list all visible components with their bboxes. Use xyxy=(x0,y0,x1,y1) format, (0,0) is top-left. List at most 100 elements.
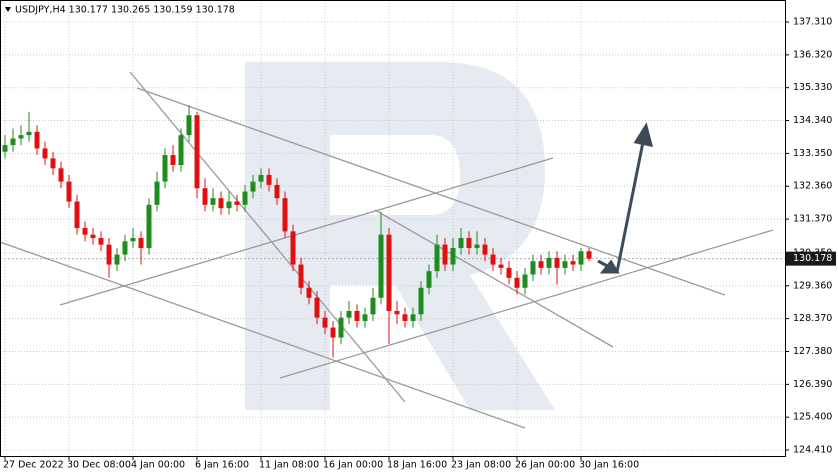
arrow-head xyxy=(633,122,654,147)
candle-body xyxy=(178,135,184,166)
x-tick-label: 30 Jan 16:00 xyxy=(579,460,639,471)
candle-body xyxy=(482,244,488,255)
candle-body xyxy=(114,254,120,265)
candle-body xyxy=(410,314,416,321)
x-tick-label: 26 Jan 00:00 xyxy=(515,460,575,471)
candle-body xyxy=(514,277,520,288)
candle-body xyxy=(74,201,80,229)
candle-body xyxy=(442,244,448,265)
trend-line xyxy=(136,87,726,296)
chart-title: USDJPY,H4 130.177 130.265 130.159 130.17… xyxy=(15,5,235,16)
y-tick-label: 126.390 xyxy=(793,379,832,390)
candle-body xyxy=(138,238,144,248)
candle-body xyxy=(370,297,376,315)
forecast-arrows xyxy=(597,122,654,274)
candle-body xyxy=(562,261,568,268)
y-tick-label: 137.310 xyxy=(793,16,832,27)
candle-body xyxy=(66,181,72,202)
trend-line xyxy=(59,157,554,306)
y-tick-label: 136.320 xyxy=(793,49,832,60)
x-tick-label: 4 Jan 00:00 xyxy=(131,460,185,471)
candle-body xyxy=(426,271,432,288)
candle-body xyxy=(586,251,592,259)
candle-body xyxy=(162,155,168,182)
candle-body xyxy=(418,287,424,315)
candle-body xyxy=(338,317,344,338)
y-tick-label: 131.370 xyxy=(793,214,832,225)
candle-body xyxy=(298,264,304,288)
candle-body xyxy=(458,238,464,248)
plot-border xyxy=(0,0,786,457)
trend-lines xyxy=(0,71,774,429)
candle-body xyxy=(274,184,280,199)
candle-body xyxy=(466,238,472,248)
candle-body xyxy=(234,201,240,205)
y-tick-label: 127.380 xyxy=(793,346,832,357)
candle-body xyxy=(354,311,360,321)
candle-body xyxy=(498,264,504,268)
candle-body xyxy=(58,168,64,182)
candle-body xyxy=(26,131,32,136)
candle-body xyxy=(130,238,136,242)
candle-body xyxy=(378,234,384,298)
x-tick-label: 23 Jan 08:00 xyxy=(451,460,511,471)
x-tick-label: 30 Dec 08:00 xyxy=(67,460,131,471)
candle-body xyxy=(42,148,48,159)
y-tick-label: 124.410 xyxy=(793,445,832,456)
candle-body xyxy=(242,191,248,205)
candle-body xyxy=(266,174,272,185)
candle-body xyxy=(226,201,232,209)
candle-body xyxy=(570,261,576,265)
trend-line xyxy=(129,71,406,403)
y-tick-label: 128.370 xyxy=(793,313,832,324)
arrow-shaft xyxy=(615,141,645,273)
x-tick-label: 27 Dec 2022 xyxy=(3,460,64,471)
candle-body xyxy=(194,115,200,189)
candle-body xyxy=(506,267,512,278)
candle-body xyxy=(402,314,408,321)
candle-body xyxy=(490,254,496,265)
candle-body xyxy=(50,158,56,169)
candle-body xyxy=(90,234,96,239)
candle-body xyxy=(34,131,40,149)
candle-body xyxy=(394,311,400,315)
candle-body xyxy=(98,238,104,245)
candle-body xyxy=(10,138,16,146)
candle-body xyxy=(314,297,320,318)
candle-body xyxy=(170,155,176,166)
candle-body xyxy=(578,251,584,265)
y-tick-label: 135.330 xyxy=(793,82,832,93)
trend-line xyxy=(279,229,774,379)
menu-triangle xyxy=(5,7,11,12)
y-tick-label: 125.400 xyxy=(793,412,832,423)
y-tick-label: 132.360 xyxy=(793,181,832,192)
candle-body xyxy=(530,261,536,275)
candle-body xyxy=(210,198,216,205)
candle-body xyxy=(82,228,88,235)
candle-body xyxy=(202,188,208,205)
candle-body xyxy=(450,247,456,265)
candle-body xyxy=(386,234,392,312)
x-tick-label: 18 Jan 16:00 xyxy=(387,460,447,471)
candle-body xyxy=(250,181,256,192)
candle-body xyxy=(330,327,336,338)
candle-body xyxy=(146,204,152,248)
candle-body xyxy=(258,174,264,182)
candle-body xyxy=(290,231,296,265)
candle-body xyxy=(306,287,312,298)
candle-body xyxy=(546,257,552,268)
price-label: 130.178 xyxy=(793,253,832,264)
candle-body xyxy=(122,241,128,255)
candle-body xyxy=(474,244,480,248)
x-tick-label: 16 Jan 00:00 xyxy=(323,460,383,471)
trend-line xyxy=(374,209,614,348)
price-label-box xyxy=(786,251,836,266)
candle-body xyxy=(554,257,560,268)
y-tick-label: 129.360 xyxy=(793,280,832,291)
candle-body xyxy=(18,135,24,139)
y-tick-label: 133.350 xyxy=(793,148,832,159)
arrow-head xyxy=(599,259,620,274)
x-tick-label: 11 Jan 08:00 xyxy=(259,460,319,471)
candle-body xyxy=(154,181,160,205)
